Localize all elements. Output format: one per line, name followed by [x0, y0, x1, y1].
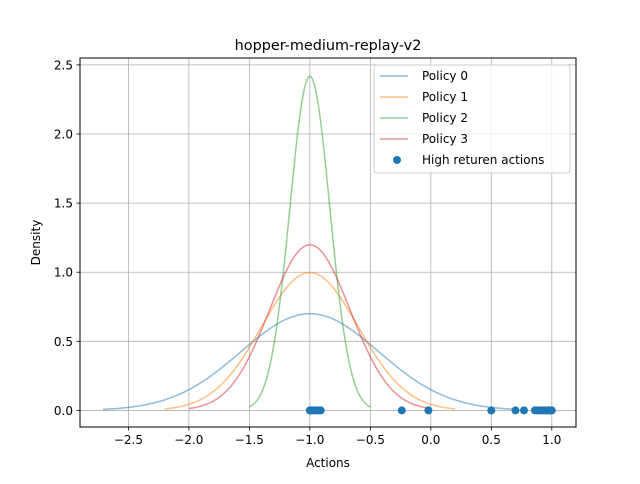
x-tick-label: 0.0 — [421, 433, 440, 447]
x-tick-label: −2.0 — [174, 433, 203, 447]
y-tick-label: 1.0 — [54, 266, 73, 280]
y-tick-label: 2.5 — [54, 58, 73, 72]
density-curves — [102, 75, 517, 411]
density-curve-policy-3 — [188, 244, 431, 410]
y-tick-label: 1.5 — [54, 197, 73, 211]
legend-box — [373, 64, 571, 174]
high-return-action-point — [316, 406, 325, 415]
legend-label-policy-3: Policy 3 — [422, 132, 468, 146]
high-return-action-point — [519, 406, 528, 415]
high-return-action-point — [547, 406, 556, 415]
high-return-action-point — [397, 406, 406, 415]
legend-label-policy-0: Policy 0 — [422, 69, 468, 83]
chart-title: hopper-medium-replay-v2 — [235, 38, 422, 54]
y-tick-label: 0.5 — [54, 335, 73, 349]
density-curve-policy-0 — [102, 312, 517, 411]
high-return-action-point — [487, 406, 496, 415]
legend-marker-high-return-actions — [393, 156, 401, 164]
x-tick-label: −0.5 — [356, 433, 385, 447]
y-axis-label: Density — [29, 220, 43, 266]
y-tick-label: 0.0 — [54, 404, 73, 418]
axis-ticks: −2.5 −2.0 −1.5 −1.0 −0.5 0.0 0.5 1.0 0.0 0.5 1.0 1.… — [54, 58, 561, 447]
x-tick-label: −1.5 — [235, 433, 264, 447]
high-return-action-point — [511, 406, 520, 415]
legend-label-policy-1: Policy 1 — [422, 90, 468, 104]
x-tick-label: −2.5 — [114, 433, 143, 447]
density-curve-policy-1 — [164, 271, 456, 410]
density-curve-policy-2 — [249, 75, 371, 408]
legend-label-policy-2: Policy 2 — [422, 111, 468, 125]
legend: Policy 0 Policy 1 Policy 2 Policy 3 High… — [373, 64, 571, 174]
high-return-action-point — [424, 406, 433, 415]
legend-label-high-return-actions: High returen actions — [422, 153, 544, 167]
plot-frame — [79, 57, 577, 428]
x-axis-label: Actions — [306, 456, 350, 470]
y-tick-label: 2.0 — [54, 128, 73, 142]
x-tick-label: −1.0 — [295, 433, 324, 447]
x-tick-label: 0.5 — [482, 433, 501, 447]
scatter-points — [305, 406, 556, 415]
x-tick-label: 1.0 — [542, 433, 561, 447]
